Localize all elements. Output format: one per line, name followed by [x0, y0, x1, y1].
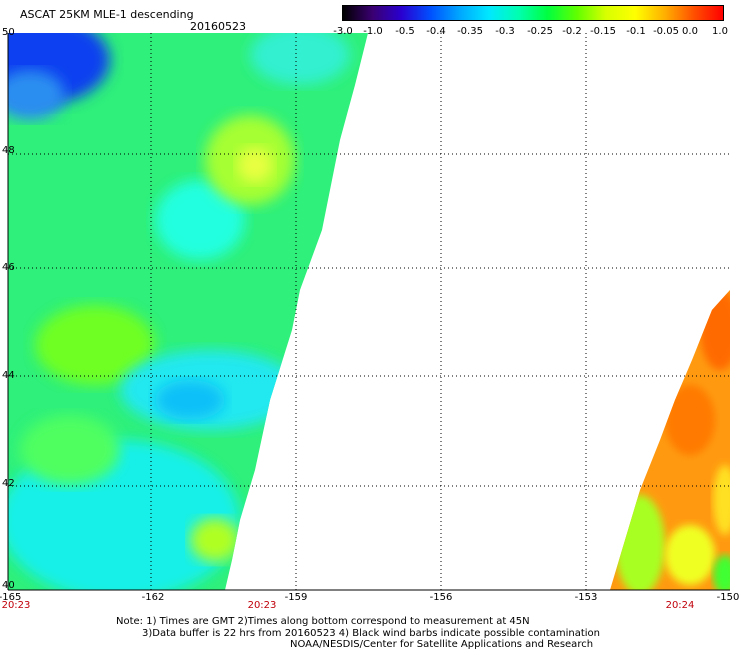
- colorbar-tick-label: -0.15: [590, 26, 616, 37]
- swath-cell: [665, 385, 715, 455]
- colorbar-tick-label: -0.5: [395, 26, 415, 37]
- swath-cell: [20, 415, 120, 485]
- right-swath: [610, 290, 730, 590]
- swath-cell: [250, 33, 350, 85]
- swath-cell: [155, 180, 245, 260]
- swath-cell: [8, 33, 110, 105]
- note-line-2: 3)Data buffer is 22 hrs from 20160523 4)…: [142, 628, 600, 639]
- lon-label: -162: [141, 592, 165, 603]
- swath-cell: [615, 495, 665, 590]
- lon-label: -165: [0, 592, 22, 603]
- colorbar: [342, 5, 724, 21]
- colorbar-tick-label: -0.4: [426, 26, 446, 37]
- lat-label: 46: [2, 262, 15, 273]
- swath-cell: [713, 555, 730, 590]
- swath-cell: [35, 305, 155, 385]
- swath-cell: [700, 290, 730, 370]
- time-label: 20:24: [665, 600, 695, 611]
- lat-label: 48: [2, 145, 15, 156]
- lat-label: 44: [2, 370, 15, 381]
- lon-label: -153: [574, 592, 598, 603]
- lat-label: 42: [2, 478, 15, 489]
- colorbar-tick-label: -0.25: [527, 26, 553, 37]
- colorbar-gradient: [343, 6, 723, 20]
- swath-cell: [713, 465, 730, 535]
- left-swath: [8, 33, 368, 590]
- colorbar-tick-label: -0.1: [626, 26, 646, 37]
- colorbar-tick-label: -0.3: [495, 26, 515, 37]
- swath-cell: [237, 147, 273, 183]
- colorbar-tick-label: -0.2: [562, 26, 582, 37]
- lon-label: -150: [716, 592, 740, 603]
- colorbar-tick-label: -0.05: [653, 26, 679, 37]
- colorbar-tick-label: 0.0: [682, 26, 698, 37]
- lon-label: -159: [284, 592, 308, 603]
- time-label: 20:23: [1, 600, 31, 611]
- note-line-1: Note: 1) Times are GMT 2)Times along bot…: [116, 616, 530, 627]
- colorbar-tick-label: 1.0: [712, 26, 728, 37]
- chart-title: ASCAT 25KM MLE-1 descending: [20, 8, 194, 21]
- time-label: 20:23: [247, 600, 277, 611]
- colorbar-tick-label: -0.35: [457, 26, 483, 37]
- note-line-3: NOAA/NESDIS/Center for Satellite Applica…: [290, 639, 594, 650]
- lon-label: -156: [429, 592, 453, 603]
- swath-cell: [8, 70, 65, 120]
- date-label: 20160523: [190, 20, 246, 33]
- swath-cell: [665, 525, 715, 585]
- lat-label: 40: [2, 580, 15, 591]
- swath-cell: [190, 518, 240, 562]
- swath-cell: [155, 380, 225, 420]
- colorbar-tick-label: -3.0: [333, 26, 353, 37]
- lat-label: 50: [2, 27, 15, 38]
- colorbar-tick-label: -1.0: [363, 26, 383, 37]
